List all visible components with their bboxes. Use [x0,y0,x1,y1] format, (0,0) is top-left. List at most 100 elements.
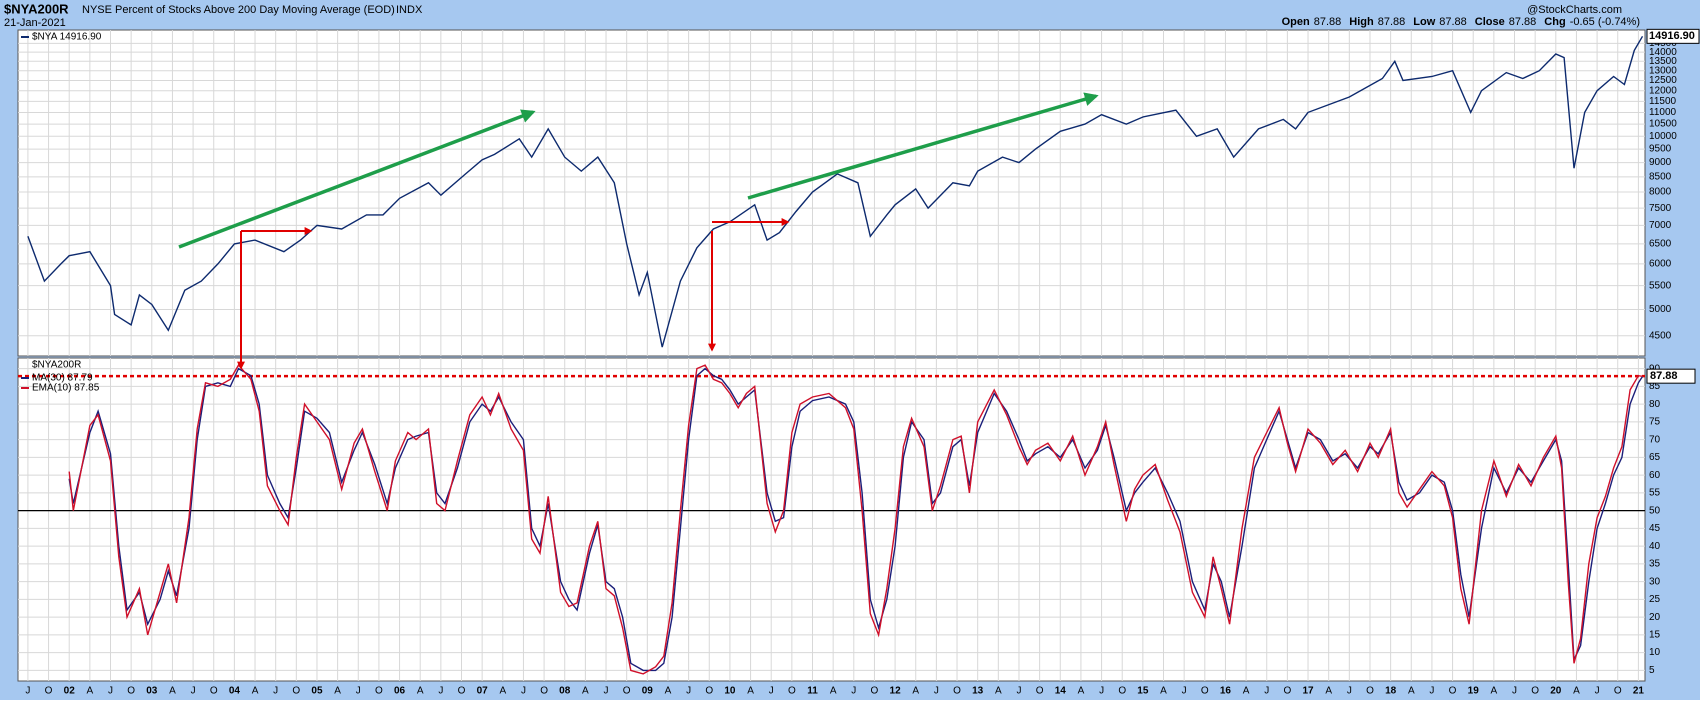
x-tick-label: O [1449,686,1457,697]
x-tick-label: 13 [972,686,984,697]
panel-title: $NYA200R [32,360,81,371]
y-tick-label: 13000 [1649,65,1677,76]
x-tick-label: J [1595,686,1600,697]
x-tick-label: J [1264,686,1269,697]
y-tick-label: 65 [1649,452,1661,463]
y-tick-label: 5 [1649,665,1655,676]
y-tick-label: 15 [1649,629,1661,640]
quote-value: 87.88 [1509,16,1537,28]
x-tick-label: A [1408,686,1415,697]
legend-label: EMA(10) 87.85 [32,383,100,394]
y-tick-label: 50 [1649,505,1661,516]
y-tick-label: 13500 [1649,56,1677,67]
x-tick-label: A [169,686,176,697]
x-tick-label: J [604,686,609,697]
x-tick-label: A [912,686,919,697]
x-tick-label: 05 [311,686,323,697]
x-tick-label: O [953,686,961,697]
line-series [68,367,1644,672]
x-tick-label: O [540,686,548,697]
x-tick-label: J [851,686,856,697]
y-tick-label: 6500 [1649,239,1672,250]
x-tick-label: J [108,686,113,697]
quote: -0.65 (-0.74%) Chg 87.88 Close 87.88 Low 87.88… [1282,16,1640,28]
x-tick-label: A [252,686,259,697]
legend-label: $NYA 14916.90 [32,32,102,43]
x-tick-label: 08 [559,686,571,697]
x-tick-label: O [45,686,53,697]
trend-arrow [178,109,536,249]
line-series [68,363,1643,675]
x-tick-label: O [788,686,796,697]
x-tick-label: O [210,686,218,697]
x-tick-label: O [1366,686,1374,697]
value-box [1646,28,1700,44]
y-tick-label: 6000 [1649,259,1672,270]
x-tick-label: A [1491,686,1498,697]
x-tick-label: A [334,686,341,697]
y-tick-label: 45 [1649,523,1661,534]
x-tick-label: 02 [64,686,76,697]
quote-label: Open [1282,16,1310,28]
x-tick-label: J [1512,686,1517,697]
y-tick-label: 11500 [1649,96,1677,107]
quote-value: 87.88 [1314,16,1342,28]
x-tick-label: J [686,686,691,697]
x-tick-label: J [934,686,939,697]
x-tick-label: O [705,686,713,697]
x-tick-label: 07 [477,686,489,697]
legend-label: MA(30) 87.79 [32,373,93,384]
symbol: $NYA200R [4,1,69,16]
y-tick-label: 10 [1649,647,1661,658]
x-tick-label: J [1099,686,1104,697]
y-tick-label: 12500 [1649,75,1677,86]
x-tick-label: A [1325,686,1332,697]
y-tick-label: 10500 [1649,119,1677,130]
x-tick-label: 15 [1137,686,1149,697]
y-tick-label: 20 [1649,612,1661,623]
x-tick-label: J [356,686,361,697]
y-tick-label: 4500 [1649,330,1672,341]
x-tick-label: A [1160,686,1167,697]
quote-value: -0.65 (-0.74%) [1570,16,1640,28]
plots: 1450014000135001300012500120001150011000… [18,28,1700,697]
x-tick-label: A [995,686,1002,697]
bottom-panel [17,357,1646,682]
y-tick-label: 9000 [1649,157,1672,168]
x-tick-label: J [191,686,196,697]
exchange: INDX [396,4,423,16]
y-tick-label: 85 [1649,381,1661,392]
x-tick-label: O [127,686,135,697]
x-tick-label: 11 [807,686,818,697]
y-tick-label: 35 [1649,559,1661,570]
x-tick-label: O [1118,686,1126,697]
y-tick-label: 5000 [1649,304,1672,315]
x-tick-label: O [623,686,631,697]
y-tick-label: 30 [1649,576,1661,587]
x-tick-label: J [1182,686,1187,697]
y-tick-label: 12000 [1649,85,1677,96]
x-tick-label: J [1016,686,1021,697]
quote-label: Low [1413,16,1435,28]
y-tick-label: 8000 [1649,187,1672,198]
x-tick-label: 16 [1220,686,1232,697]
y-tick-label: 40 [1649,541,1661,552]
x-tick-label: 06 [394,686,406,697]
x-tick-label: J [1429,686,1434,697]
y-tick-label: 7500 [1649,203,1672,214]
x-tick-label: 14 [1055,686,1067,697]
x-tick-label: A [499,686,506,697]
y-tick-label: 25 [1649,594,1661,605]
x-tick-label: O [458,686,466,697]
y-tick-label: 8500 [1649,172,1672,183]
x-tick-label: A [417,686,424,697]
x-tick-label: 20 [1550,686,1562,697]
x-tick-label: A [1243,686,1250,697]
x-tick-label: O [1283,686,1291,697]
x-tick-label: O [1614,686,1622,697]
x-tick-label: 17 [1302,686,1314,697]
y-tick-label: 9500 [1649,144,1672,155]
x-tick-label: 03 [146,686,158,697]
x-tick-label: A [665,686,672,697]
